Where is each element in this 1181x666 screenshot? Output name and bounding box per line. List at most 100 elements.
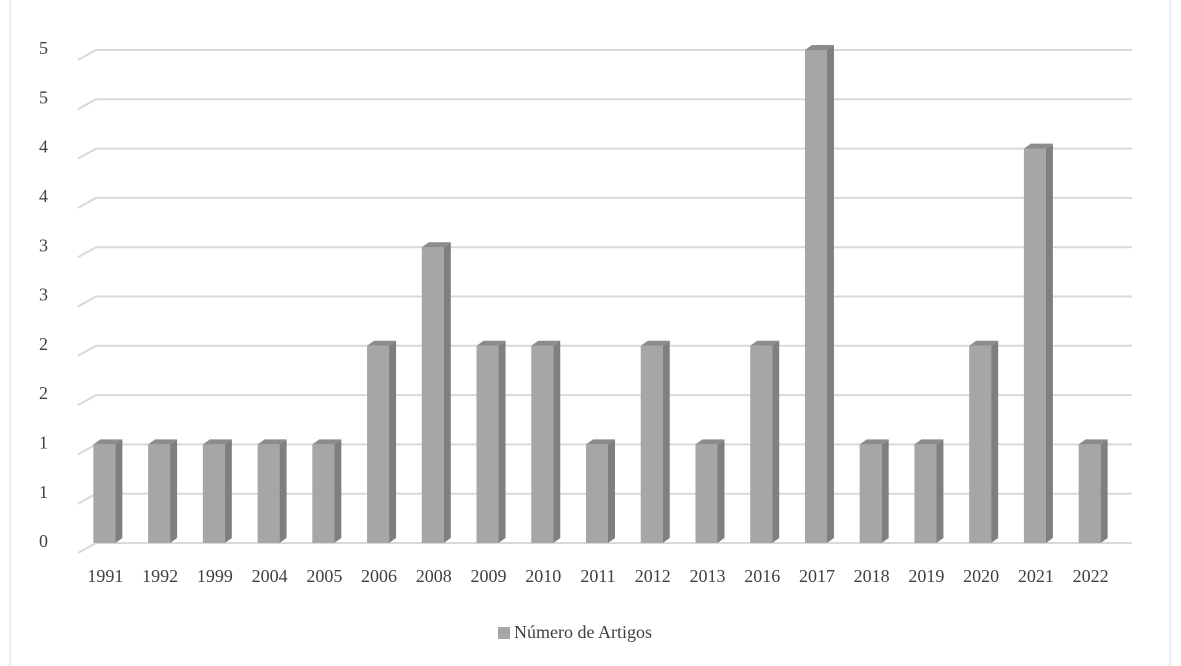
bar-front <box>695 444 718 543</box>
grid-line-slant <box>77 246 97 259</box>
x-tick-label: 2004 <box>252 566 288 586</box>
x-tick-label: 2010 <box>525 566 561 586</box>
x-tick-label: 2022 <box>1073 566 1109 586</box>
bar-front <box>1078 444 1101 543</box>
bar-side <box>224 439 232 543</box>
bar <box>1078 439 1108 543</box>
bar-top <box>804 45 834 50</box>
bar <box>750 340 780 543</box>
bar <box>586 439 615 543</box>
bar-side <box>991 340 999 543</box>
bar <box>531 340 561 543</box>
y-tick-label: 2 <box>39 334 48 354</box>
bar-front <box>531 345 554 543</box>
x-tick-label: 2020 <box>963 566 999 586</box>
bar <box>969 340 999 543</box>
bar-top <box>202 439 232 445</box>
bar <box>1023 143 1053 543</box>
bar-side <box>936 439 944 543</box>
y-tick-label: 1 <box>39 433 48 453</box>
legend-swatch <box>498 627 510 639</box>
grid-line-slant <box>77 443 97 456</box>
bar-top <box>969 340 999 346</box>
bar-top <box>531 340 561 346</box>
x-tick-label: 2017 <box>799 566 835 586</box>
grid-line-slant <box>77 492 97 505</box>
bar-top <box>312 439 342 445</box>
bar <box>367 340 397 543</box>
bar-side <box>115 439 123 543</box>
bar-top <box>914 439 944 445</box>
x-tick-label: 2009 <box>471 566 507 586</box>
x-tick-label: 2016 <box>744 566 780 586</box>
bar-front <box>914 444 937 543</box>
y-tick-label: 5 <box>39 38 48 58</box>
grid-line-slant <box>77 49 97 61</box>
bar-side <box>553 340 561 543</box>
bar-side <box>772 340 780 543</box>
bar-front <box>640 345 663 543</box>
bar <box>859 439 889 543</box>
grid-line-slant <box>77 344 97 357</box>
y-tick-label: 4 <box>39 186 48 206</box>
x-tick-label: 1991 <box>87 566 123 586</box>
bar <box>476 340 506 543</box>
grid-line-slant <box>77 147 97 160</box>
bar-top <box>750 340 780 346</box>
x-tick-label: 2012 <box>635 566 671 586</box>
bar-top <box>1078 439 1108 445</box>
bar-top <box>148 439 178 445</box>
y-tick-label: 5 <box>39 87 48 107</box>
grid-line-slant <box>77 197 97 209</box>
bar-side <box>443 242 451 543</box>
x-tick-label: 2005 <box>306 566 342 586</box>
bar-side <box>170 439 178 543</box>
bar-side <box>279 439 287 543</box>
grid-line-slant <box>77 394 97 406</box>
bar <box>421 242 451 543</box>
y-tick-label: 2 <box>39 383 48 403</box>
bar-top <box>93 439 123 445</box>
bar-side <box>662 340 670 543</box>
bar-side <box>389 340 397 543</box>
bar-side <box>826 45 834 543</box>
y-tick-label: 0 <box>39 531 48 551</box>
bar <box>640 340 670 543</box>
bar <box>804 45 834 543</box>
bar-top <box>859 439 889 445</box>
bar-top <box>421 242 451 248</box>
y-tick-label: 3 <box>39 285 48 305</box>
bar-top <box>1023 143 1053 149</box>
bar <box>93 439 123 543</box>
x-tick-label: 2008 <box>416 566 452 586</box>
x-tick-label: 2013 <box>689 566 725 586</box>
grid-line-slant <box>77 98 97 111</box>
bar-front <box>750 345 773 543</box>
x-tick-label: 2011 <box>580 566 615 586</box>
bar-side <box>334 439 342 543</box>
bar-front <box>804 50 827 543</box>
y-tick-label: 4 <box>39 137 48 157</box>
bar-side <box>498 340 506 543</box>
x-tick-label: 1999 <box>197 566 233 586</box>
bar-front <box>859 444 882 543</box>
y-tick-label: 1 <box>39 482 48 502</box>
bar <box>695 439 725 543</box>
bar-front <box>257 444 280 543</box>
bar-front <box>367 345 390 543</box>
bar-front <box>421 247 444 543</box>
bar-side <box>1045 143 1053 543</box>
bar-top <box>257 439 287 445</box>
legend-label: Número de Artigos <box>514 622 652 642</box>
bar <box>202 439 232 543</box>
bar-front <box>202 444 225 543</box>
bar-side <box>717 439 725 543</box>
bar-top <box>586 439 615 445</box>
bar-side <box>1100 439 1108 543</box>
x-tick-label: 1992 <box>142 566 178 586</box>
bar-front <box>476 345 499 543</box>
grid-line-slant <box>77 542 97 554</box>
bar-side <box>881 439 889 543</box>
bar-front <box>1023 148 1046 543</box>
